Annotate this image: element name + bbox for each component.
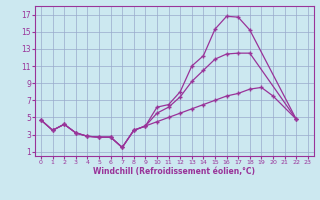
X-axis label: Windchill (Refroidissement éolien,°C): Windchill (Refroidissement éolien,°C) [93, 167, 255, 176]
